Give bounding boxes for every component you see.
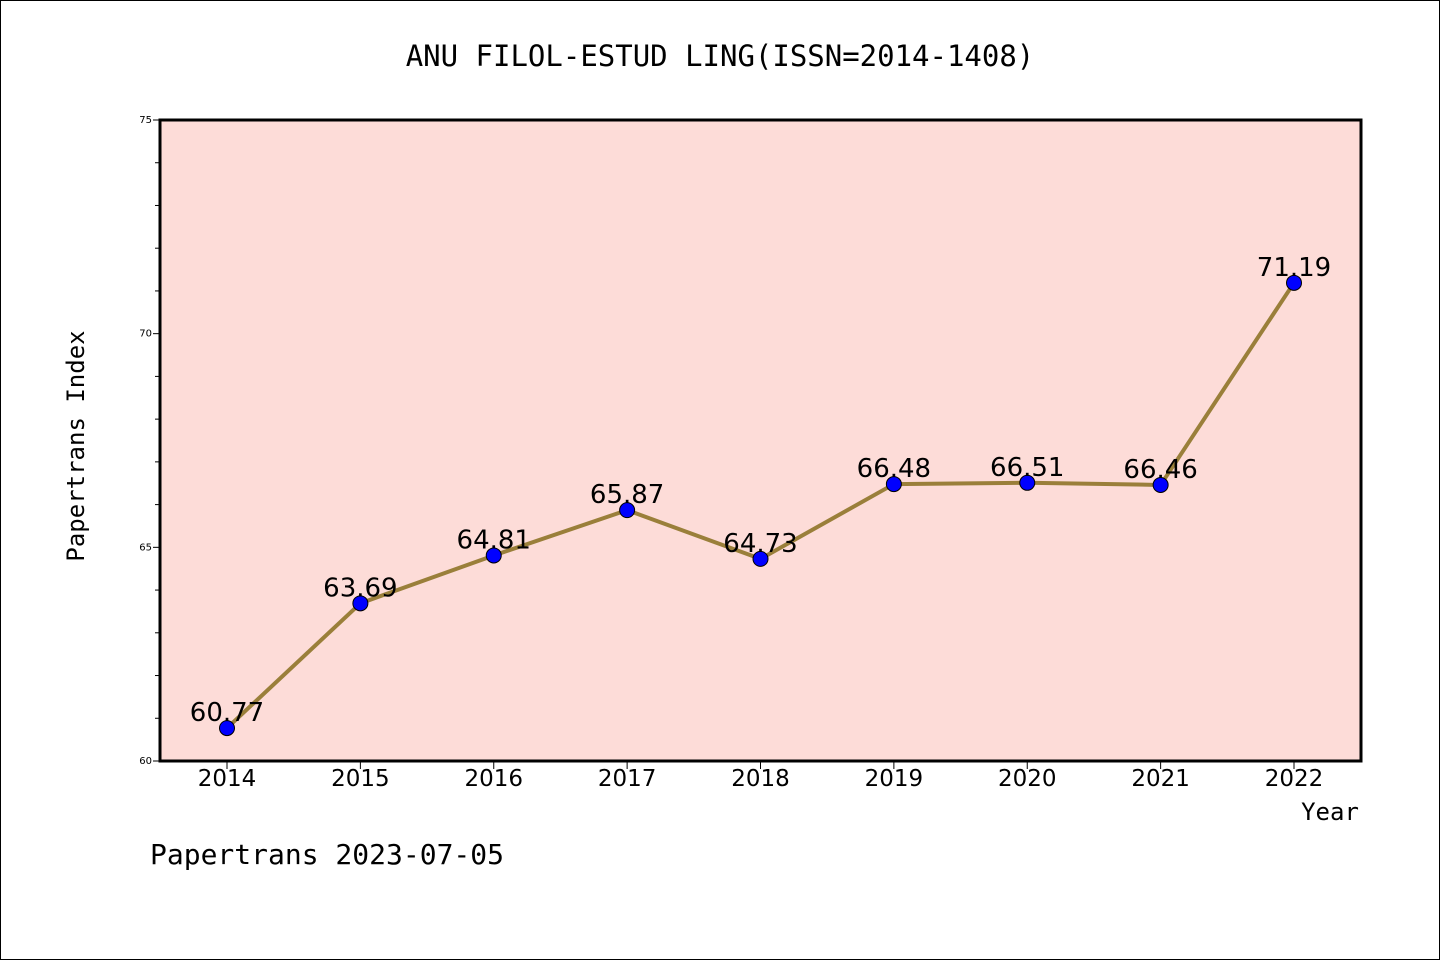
y-tick-label: 70 xyxy=(139,329,152,340)
x-tick-label: 2016 xyxy=(464,766,523,792)
data-point-marker xyxy=(219,720,235,737)
x-axis-ticks: 2014 2015 2016 2017 2018 2019 2020 2021 2022 xyxy=(198,761,1324,792)
series-group: 60.77 63.69 64.81 65.87 64.73 66.48 66.51 66.46… xyxy=(190,253,1331,737)
data-label: 65.87 xyxy=(590,480,664,510)
footer-text: Papertrans 2023-07-05 xyxy=(150,838,504,871)
y-tick-label: 60 xyxy=(139,756,152,767)
x-tick-label: 2020 xyxy=(998,766,1057,792)
y-axis-ticks: 60 65 70 75 xyxy=(139,115,160,767)
data-point-marker xyxy=(885,476,902,493)
x-tick-label: 2019 xyxy=(865,766,924,792)
data-label: 60.77 xyxy=(190,698,264,728)
x-tick-label: 2022 xyxy=(1265,766,1324,792)
x-axis-label: Year xyxy=(1301,798,1359,826)
data-label: 66.48 xyxy=(857,454,931,484)
data-label: 71.19 xyxy=(1257,253,1331,283)
chart-title: ANU FILOL-ESTUD LING(ISSN=2014-1408) xyxy=(406,39,1035,73)
data-point-marker xyxy=(1152,476,1169,493)
data-label: 66.46 xyxy=(1123,455,1197,485)
data-label: 64.81 xyxy=(457,525,531,555)
data-point-marker xyxy=(485,547,502,564)
x-tick-label: 2021 xyxy=(1131,766,1190,792)
plot-area xyxy=(158,118,1363,763)
y-axis-label: Papertrans Index xyxy=(62,330,90,561)
data-point-marker xyxy=(1019,474,1036,491)
x-tick-label: 2017 xyxy=(598,766,657,792)
x-tick-label: 2014 xyxy=(198,766,257,792)
x-tick-label: 2018 xyxy=(731,766,790,792)
data-point-marker xyxy=(1286,274,1302,291)
data-point-marker xyxy=(619,502,636,519)
data-point-marker xyxy=(752,550,769,567)
data-label: 63.69 xyxy=(323,573,397,603)
y-tick-label: 75 xyxy=(139,115,152,126)
x-tick-label: 2015 xyxy=(331,766,390,792)
data-label: 64.73 xyxy=(723,529,797,559)
y-tick-label: 65 xyxy=(139,542,152,553)
data-point-marker xyxy=(352,595,369,612)
data-label: 66.51 xyxy=(990,453,1064,483)
